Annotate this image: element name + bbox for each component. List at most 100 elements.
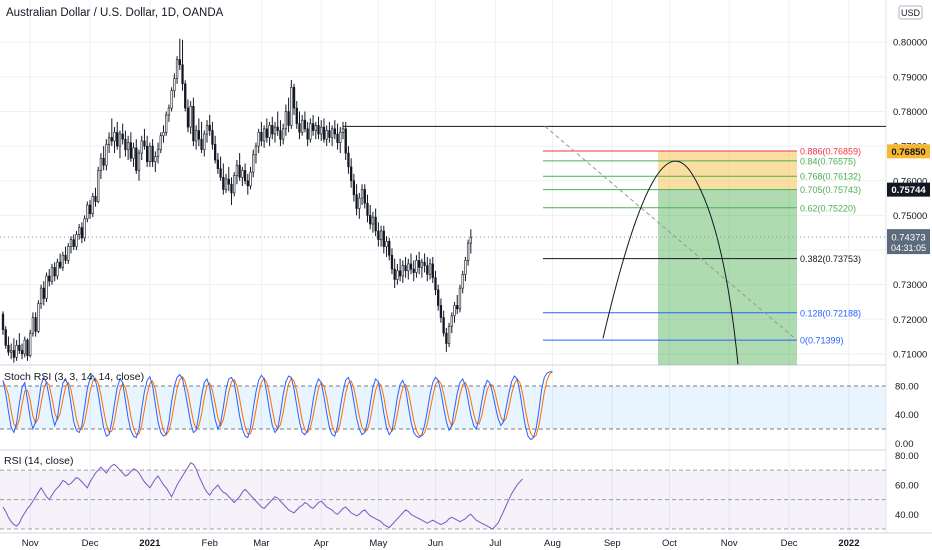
candle-body xyxy=(385,241,388,247)
candle-body xyxy=(407,263,410,272)
price-tag[interactable] xyxy=(887,182,930,197)
short-position-stop-zone[interactable] xyxy=(658,151,797,190)
candle xyxy=(39,284,43,309)
candle xyxy=(257,128,260,154)
candle xyxy=(306,121,309,147)
candle xyxy=(23,336,26,358)
price-tick-label: 0.72000 xyxy=(893,315,927,326)
currency-box[interactable] xyxy=(898,5,923,20)
candle-body xyxy=(91,196,94,214)
stoch-rsi-tick-label: 0.00 xyxy=(895,439,914,450)
candle-body xyxy=(401,265,404,277)
rsi-pane xyxy=(2,462,523,530)
candle-body xyxy=(214,144,217,161)
candle xyxy=(325,125,328,147)
candle-body xyxy=(252,154,255,173)
candle xyxy=(132,142,135,167)
candle xyxy=(230,177,233,206)
candle-body xyxy=(107,137,111,145)
time-tick-label: Nov xyxy=(721,538,738,549)
candle xyxy=(126,135,130,160)
candle xyxy=(461,270,464,294)
candle xyxy=(369,205,372,230)
candle xyxy=(265,118,268,143)
candle-body xyxy=(404,265,407,272)
candle-body xyxy=(230,183,233,194)
time-tick-label: Nov xyxy=(22,538,39,549)
chart-title[interactable]: Australian Dollar / U.S. Dollar, 1D, OAN… xyxy=(6,7,224,19)
candle xyxy=(374,208,377,237)
candle xyxy=(404,256,407,278)
candle-body xyxy=(86,204,89,220)
candle xyxy=(181,39,184,91)
time-tick-label: Jul xyxy=(489,538,501,549)
candle xyxy=(146,135,149,167)
drawings[interactable]: 0.886(0.76859)0.84(0.76575) 0.768(0.76132… xyxy=(0,125,886,365)
last-price-tag[interactable] xyxy=(887,229,930,255)
candle xyxy=(303,111,307,133)
short-position-profit-zone[interactable] xyxy=(658,189,797,365)
candle xyxy=(91,192,94,218)
candle-body xyxy=(369,215,372,225)
candle xyxy=(227,166,230,192)
candle-body xyxy=(15,344,18,358)
price-tag-label: 0.75744 xyxy=(891,185,926,196)
candle xyxy=(143,128,146,150)
candle xyxy=(243,163,247,185)
candle xyxy=(344,121,347,160)
stoch-rsi-label[interactable]: Stoch RSI (3, 3, 14, 14, close) xyxy=(4,371,144,383)
candle xyxy=(309,118,312,143)
candle xyxy=(328,121,331,143)
candle xyxy=(20,343,24,360)
candle xyxy=(53,262,56,282)
candle-body xyxy=(235,164,239,176)
candle-body xyxy=(75,234,78,247)
candle-body xyxy=(290,86,293,126)
candle xyxy=(268,121,271,147)
candle-body xyxy=(371,216,375,225)
price-axis[interactable]: 0.800000.790000.780000.770000.760000.750… xyxy=(887,38,930,521)
candle-body xyxy=(12,350,16,358)
candle-body xyxy=(260,131,263,142)
price-tag[interactable] xyxy=(887,144,930,159)
projection-curve[interactable] xyxy=(602,160,739,365)
candle xyxy=(458,284,462,313)
candle-body xyxy=(170,90,173,109)
candle-body xyxy=(434,277,437,291)
rsi-label[interactable]: RSI (14, close) xyxy=(4,455,73,467)
candle xyxy=(330,125,334,147)
candle xyxy=(453,301,456,323)
candle-body xyxy=(233,175,236,194)
fib-level-label: 0.84(0.76575) xyxy=(800,156,856,166)
price-tick-label: 0.71000 xyxy=(893,349,927,360)
candle xyxy=(322,118,326,143)
candle xyxy=(78,224,81,240)
candle xyxy=(246,173,249,195)
currency-label: USD xyxy=(901,8,921,18)
candle-body xyxy=(426,265,429,275)
candle xyxy=(105,139,108,171)
candle xyxy=(197,118,200,147)
candle xyxy=(224,173,228,193)
candle xyxy=(61,251,64,271)
candle xyxy=(415,255,418,278)
candle-body xyxy=(224,178,228,190)
candle xyxy=(238,153,241,181)
time-tick-label: Oct xyxy=(662,538,677,549)
candle-body xyxy=(428,263,432,275)
candle-body xyxy=(303,119,307,130)
candle xyxy=(45,272,48,302)
candle-body xyxy=(219,168,222,178)
candle xyxy=(295,101,298,129)
trend-line[interactable] xyxy=(544,126,798,341)
fib-level-label: 0.382(0.73753) xyxy=(800,254,861,264)
candle xyxy=(214,135,217,164)
time-axis[interactable]: Nov Dec 2021 Feb Mar Apr May Jun Jul Aug Sep Oct Nov… xyxy=(22,538,860,549)
candle xyxy=(67,243,70,264)
candle-body xyxy=(347,152,350,168)
fib-level-label: 0.705(0.75743) xyxy=(800,185,861,195)
candle-body xyxy=(129,142,132,159)
candle-body xyxy=(99,157,103,171)
candle-body xyxy=(216,159,220,169)
